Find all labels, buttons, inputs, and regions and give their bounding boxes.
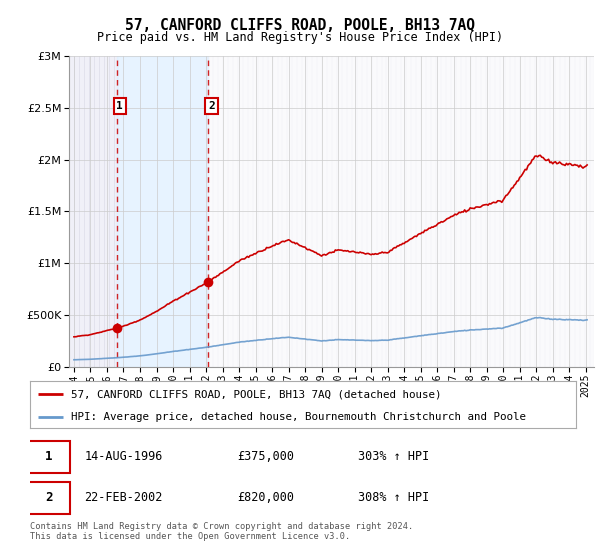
Text: 1: 1 — [45, 450, 52, 464]
Text: 22-FEB-2002: 22-FEB-2002 — [85, 491, 163, 505]
Text: 303% ↑ HPI: 303% ↑ HPI — [358, 450, 429, 464]
FancyBboxPatch shape — [27, 482, 70, 514]
Text: Price paid vs. HM Land Registry's House Price Index (HPI): Price paid vs. HM Land Registry's House … — [97, 31, 503, 44]
Text: 1: 1 — [116, 101, 123, 111]
Text: 2: 2 — [45, 491, 52, 505]
Text: 57, CANFORD CLIFFS ROAD, POOLE, BH13 7AQ (detached house): 57, CANFORD CLIFFS ROAD, POOLE, BH13 7AQ… — [71, 389, 442, 399]
Bar — [117, 56, 208, 367]
Bar — [69, 56, 117, 367]
Text: 2: 2 — [208, 101, 215, 111]
Text: £820,000: £820,000 — [238, 491, 295, 505]
Text: £375,000: £375,000 — [238, 450, 295, 464]
FancyBboxPatch shape — [27, 441, 70, 473]
Text: Contains HM Land Registry data © Crown copyright and database right 2024.
This d: Contains HM Land Registry data © Crown c… — [30, 522, 413, 542]
Text: 57, CANFORD CLIFFS ROAD, POOLE, BH13 7AQ: 57, CANFORD CLIFFS ROAD, POOLE, BH13 7AQ — [125, 18, 475, 34]
Bar — [208, 56, 594, 367]
Text: 308% ↑ HPI: 308% ↑ HPI — [358, 491, 429, 505]
Text: HPI: Average price, detached house, Bournemouth Christchurch and Poole: HPI: Average price, detached house, Bour… — [71, 412, 526, 422]
Text: 14-AUG-1996: 14-AUG-1996 — [85, 450, 163, 464]
